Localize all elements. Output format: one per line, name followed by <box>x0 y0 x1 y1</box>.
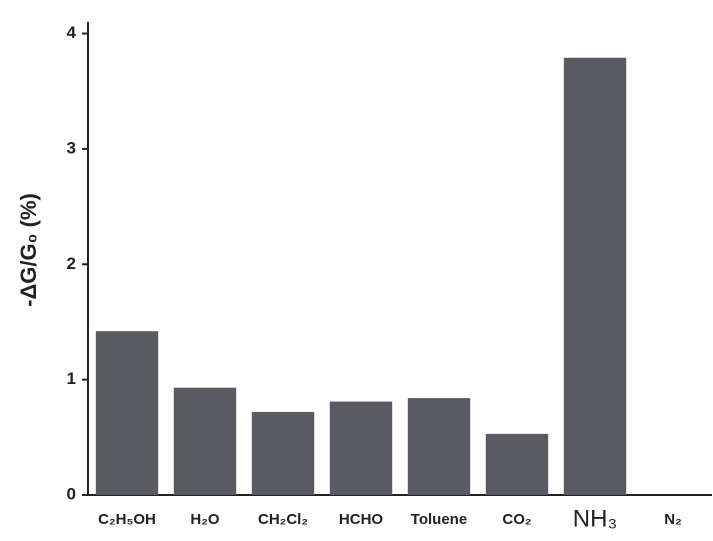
x-tick-label: C₂H₅OH <box>98 511 156 528</box>
x-tick-label: H₂O <box>190 511 219 528</box>
bar <box>563 57 627 495</box>
y-tick-label: 4 <box>67 23 77 42</box>
y-tick-label: 2 <box>67 254 76 273</box>
y-tick-label: 1 <box>67 369 76 388</box>
x-tick-label: Toluene <box>411 511 467 528</box>
bar <box>407 398 471 495</box>
x-tick-label: HCHO <box>339 511 383 528</box>
y-tick-label: 3 <box>67 138 76 157</box>
y-axis-label: -ΔG/G₀ (%) <box>16 193 41 307</box>
bar <box>329 401 393 495</box>
x-tick-label: CH₂Cl₂ <box>258 511 308 528</box>
x-tick-label: NH₃ <box>573 505 617 532</box>
bar <box>95 331 159 495</box>
y-tick-label: 0 <box>67 484 76 503</box>
bar <box>251 411 315 495</box>
bar <box>485 433 549 495</box>
bar <box>173 387 237 495</box>
x-tick-label: CO₂ <box>502 511 531 528</box>
x-tick-label: N₂ <box>664 511 682 528</box>
